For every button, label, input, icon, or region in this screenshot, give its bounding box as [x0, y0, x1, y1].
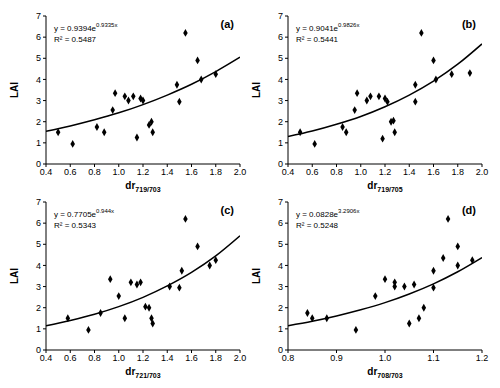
svg-text:1: 1 [36, 324, 41, 334]
svg-text:6: 6 [36, 218, 41, 228]
svg-text:LAI: LAI [9, 268, 20, 284]
html-text:R² = 0.5343: R² = 0.5343 [54, 220, 96, 230]
svg-text:2.0: 2.0 [234, 353, 247, 363]
svg-text:1.2: 1.2 [137, 353, 150, 363]
svg-text:7: 7 [36, 11, 41, 21]
svg-text:1.2: 1.2 [379, 167, 392, 177]
svg-text:7: 7 [36, 197, 41, 207]
svg-text:6: 6 [278, 218, 283, 228]
svg-text:1.4: 1.4 [161, 353, 174, 363]
svg-text:0: 0 [278, 345, 283, 355]
svg-text:1.0: 1.0 [379, 353, 392, 363]
svg-text:7: 7 [278, 11, 283, 21]
svg-text:2: 2 [278, 303, 283, 313]
svg-text:1.4: 1.4 [161, 167, 174, 177]
svg-text:0.8: 0.8 [282, 353, 295, 363]
svg-text:1.2: 1.2 [137, 167, 150, 177]
svg-text:4: 4 [36, 75, 41, 85]
svg-text:3: 3 [36, 96, 41, 106]
svg-text:1.0: 1.0 [112, 353, 125, 363]
svg-text:LAI: LAI [9, 82, 20, 98]
html-text:dr708/703: dr708/703 [367, 366, 403, 379]
svg-text:0.6: 0.6 [64, 353, 77, 363]
svg-text:5: 5 [278, 239, 283, 249]
svg-text:2: 2 [36, 117, 41, 127]
svg-text:1: 1 [278, 324, 283, 334]
svg-text:1.2: 1.2 [476, 353, 489, 363]
svg-text:1: 1 [36, 138, 41, 148]
svg-text:2: 2 [278, 117, 283, 127]
svg-text:1.0: 1.0 [112, 167, 125, 177]
svg-text:0.8: 0.8 [88, 353, 101, 363]
svg-text:0.4: 0.4 [40, 353, 53, 363]
html-text:dr721/703: dr721/703 [125, 366, 161, 379]
html-text:R² = 0.5248: R² = 0.5248 [296, 220, 338, 230]
svg-text:1.1: 1.1 [427, 353, 440, 363]
svg-text:LAI: LAI [251, 82, 262, 98]
svg-text:0: 0 [36, 159, 41, 169]
html-text:y = 0.7705e0.944x: y = 0.7705e0.944x [54, 208, 115, 219]
svg-text:LAI: LAI [251, 268, 262, 284]
svg-text:0.4: 0.4 [282, 167, 295, 177]
html-text:(d): (d) [462, 204, 476, 216]
svg-text:3: 3 [36, 282, 41, 292]
svg-text:6: 6 [36, 32, 41, 42]
svg-text:3: 3 [278, 282, 283, 292]
svg-text:0.6: 0.6 [64, 167, 77, 177]
svg-text:5: 5 [278, 53, 283, 63]
svg-text:0: 0 [36, 345, 41, 355]
svg-text:5: 5 [36, 239, 41, 249]
svg-text:1.6: 1.6 [427, 167, 440, 177]
svg-text:3: 3 [278, 96, 283, 106]
html-text:y = 0.0828e3.2906x: y = 0.0828e3.2906x [296, 208, 360, 219]
svg-text:1.6: 1.6 [185, 353, 198, 363]
svg-text:4: 4 [278, 261, 283, 271]
svg-text:1.8: 1.8 [209, 167, 222, 177]
html-text:R² = 0.5487: R² = 0.5487 [54, 34, 96, 44]
svg-text:2.0: 2.0 [234, 167, 247, 177]
html-text:(c): (c) [220, 204, 234, 216]
html-text:dr719/703: dr719/703 [125, 180, 161, 193]
svg-text:4: 4 [36, 261, 41, 271]
svg-text:0.6: 0.6 [306, 167, 319, 177]
svg-text:1.8: 1.8 [209, 353, 222, 363]
svg-text:5: 5 [36, 53, 41, 63]
html-text:y = 0.9394e0.9335x: y = 0.9394e0.9335x [54, 22, 118, 33]
svg-text:0: 0 [278, 159, 283, 169]
svg-text:0.4: 0.4 [40, 167, 53, 177]
svg-text:1.8: 1.8 [451, 167, 464, 177]
svg-text:7: 7 [278, 197, 283, 207]
html-text:y = 0.9041e0.9826x: y = 0.9041e0.9826x [296, 22, 360, 33]
svg-text:4: 4 [278, 75, 283, 85]
svg-text:6: 6 [278, 32, 283, 42]
svg-text:2.0: 2.0 [476, 167, 489, 177]
svg-text:1.6: 1.6 [185, 167, 198, 177]
svg-text:2: 2 [36, 303, 41, 313]
svg-text:1.0: 1.0 [354, 167, 367, 177]
svg-text:1.4: 1.4 [403, 167, 416, 177]
html-text:dr719/705: dr719/705 [367, 180, 403, 193]
svg-text:1: 1 [278, 138, 283, 148]
svg-text:0.8: 0.8 [88, 167, 101, 177]
html-text:R² = 0.5441: R² = 0.5441 [296, 34, 338, 44]
svg-text:0.8: 0.8 [330, 167, 343, 177]
html-text:(b): (b) [462, 18, 476, 30]
html-text:(a): (a) [220, 18, 234, 30]
svg-text:0.9: 0.9 [330, 353, 343, 363]
